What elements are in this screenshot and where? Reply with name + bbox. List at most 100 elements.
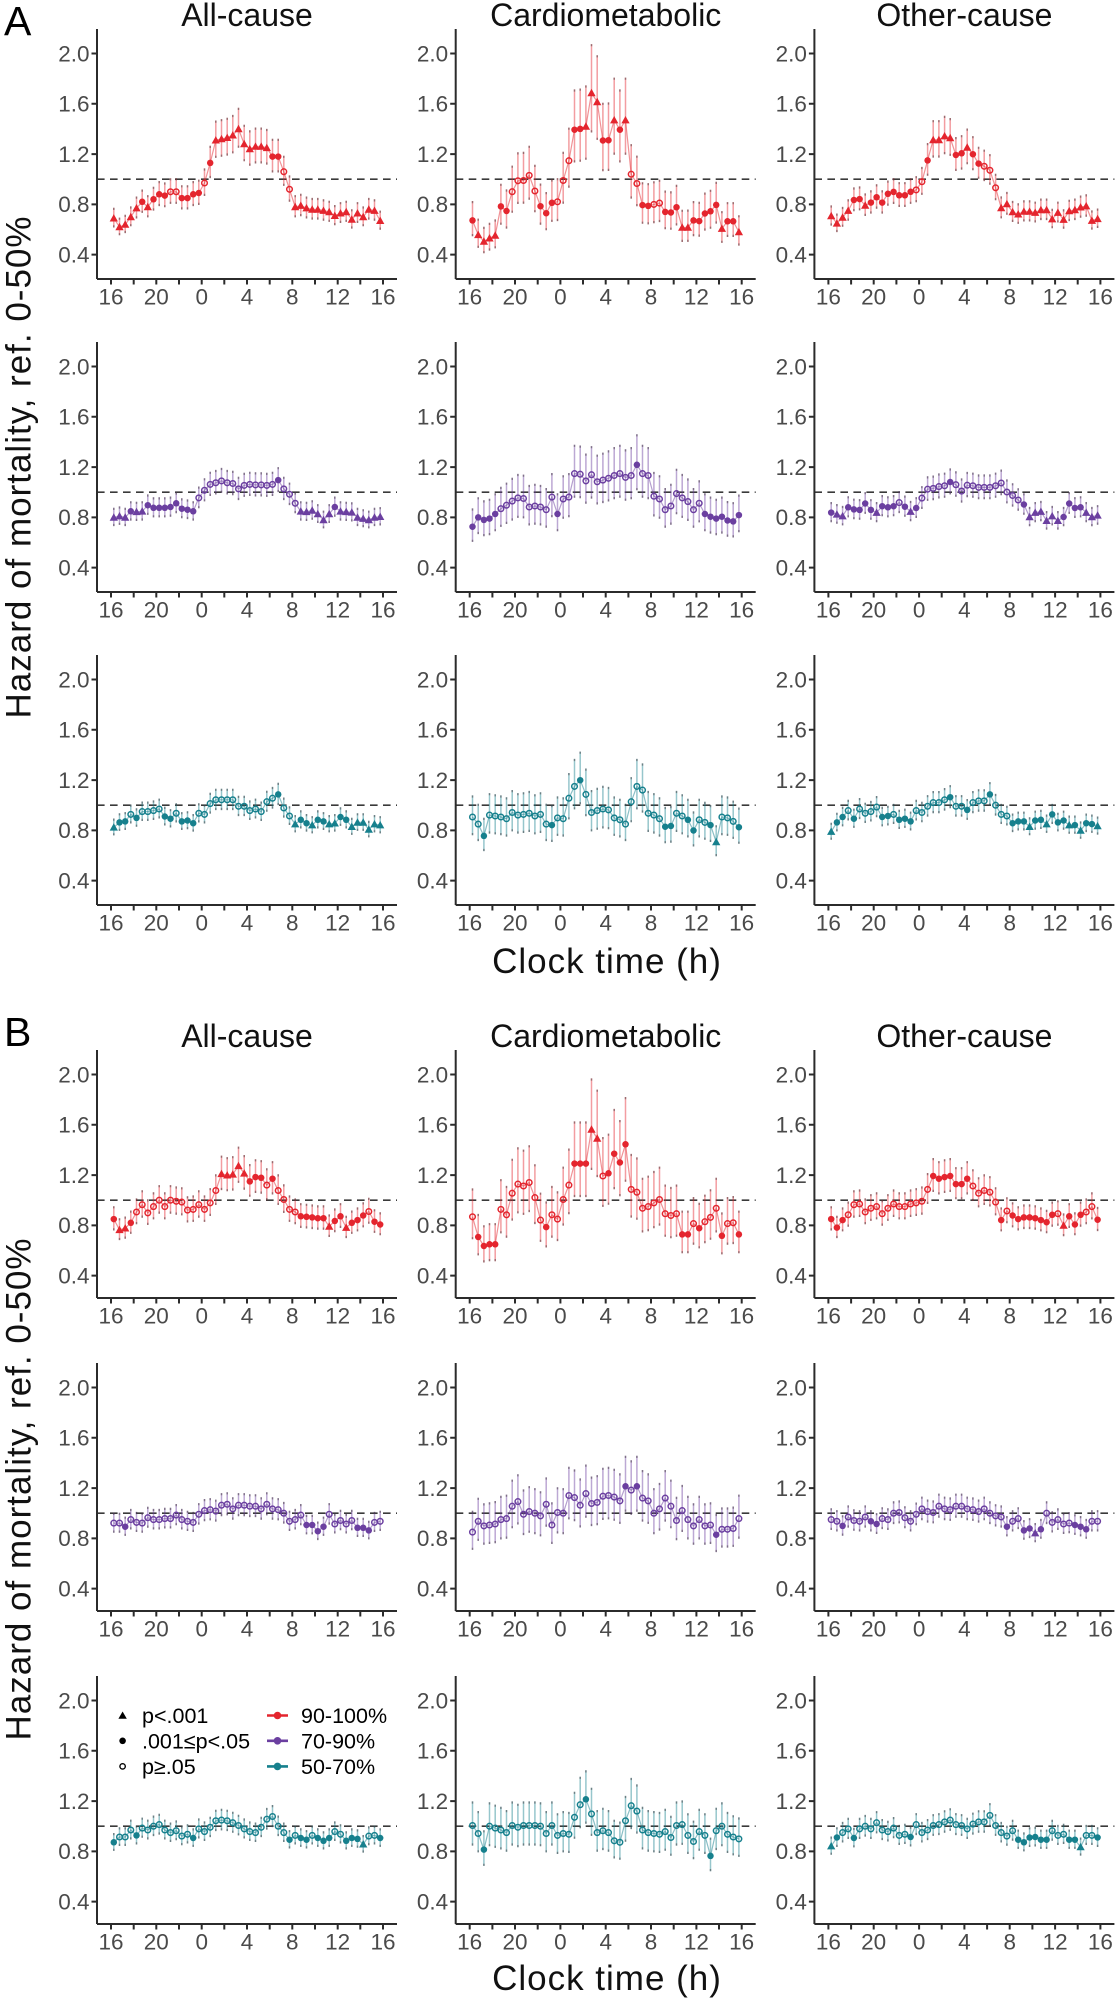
svg-text:0: 0 <box>554 1304 567 1329</box>
svg-text:20: 20 <box>861 1930 886 1955</box>
svg-text:0: 0 <box>195 911 208 936</box>
svg-text:4: 4 <box>599 911 612 936</box>
svg-text:16: 16 <box>729 911 754 936</box>
svg-text:2.0: 2.0 <box>776 1062 807 1087</box>
svg-text:0.8: 0.8 <box>776 818 807 843</box>
svg-text:50-70%: 50-70% <box>301 1755 375 1779</box>
svg-text:12: 12 <box>1043 911 1068 936</box>
svg-text:2.0: 2.0 <box>776 41 807 66</box>
svg-text:0.8: 0.8 <box>417 818 448 843</box>
svg-text:12: 12 <box>325 285 350 310</box>
svg-text:16: 16 <box>370 1930 395 1955</box>
svg-text:0.8: 0.8 <box>58 1839 89 1864</box>
svg-text:1.6: 1.6 <box>776 1113 807 1138</box>
svg-text:16: 16 <box>1088 1930 1113 1955</box>
svg-text:8: 8 <box>1003 1930 1016 1955</box>
svg-text:16: 16 <box>816 1617 841 1642</box>
svg-text:1.6: 1.6 <box>776 92 807 117</box>
svg-text:0.4: 0.4 <box>776 868 807 893</box>
svg-text:20: 20 <box>144 1930 169 1955</box>
svg-text:1.2: 1.2 <box>776 1789 807 1814</box>
svg-text:2.0: 2.0 <box>417 354 448 379</box>
svg-text:1.2: 1.2 <box>417 142 448 167</box>
svg-text:16: 16 <box>370 911 395 936</box>
svg-text:8: 8 <box>1003 598 1016 623</box>
svg-text:1.2: 1.2 <box>776 142 807 167</box>
svg-text:20: 20 <box>502 1930 527 1955</box>
svg-text:2.0: 2.0 <box>417 1375 448 1400</box>
svg-text:4: 4 <box>958 285 971 310</box>
svg-text:12: 12 <box>684 285 709 310</box>
svg-text:1.6: 1.6 <box>776 718 807 743</box>
svg-text:0.8: 0.8 <box>58 1526 89 1551</box>
svg-text:0.4: 0.4 <box>776 1263 807 1288</box>
svg-text:0.8: 0.8 <box>776 1526 807 1551</box>
svg-text:1.2: 1.2 <box>417 1163 448 1188</box>
svg-text:8: 8 <box>645 598 658 623</box>
svg-text:4: 4 <box>958 1617 971 1642</box>
svg-text:16: 16 <box>729 1930 754 1955</box>
svg-text:12: 12 <box>325 598 350 623</box>
svg-text:16: 16 <box>816 911 841 936</box>
svg-text:16: 16 <box>729 598 754 623</box>
svg-text:0.4: 0.4 <box>58 1889 89 1914</box>
svg-text:All-cause: All-cause <box>181 1018 313 1054</box>
svg-text:8: 8 <box>286 1930 299 1955</box>
svg-text:20: 20 <box>144 598 169 623</box>
svg-text:8: 8 <box>286 598 299 623</box>
svg-text:1.6: 1.6 <box>58 718 89 743</box>
svg-text:20: 20 <box>861 1617 886 1642</box>
svg-text:A: A <box>4 0 32 44</box>
svg-text:Other-cause: Other-cause <box>876 1018 1052 1054</box>
svg-text:2.0: 2.0 <box>417 667 448 692</box>
svg-text:0: 0 <box>195 1304 208 1329</box>
svg-text:8: 8 <box>286 1617 299 1642</box>
svg-text:0.8: 0.8 <box>776 505 807 530</box>
svg-text:16: 16 <box>98 911 123 936</box>
svg-text:8: 8 <box>1003 1304 1016 1329</box>
svg-text:8: 8 <box>1003 911 1016 936</box>
svg-text:8: 8 <box>1003 1617 1016 1642</box>
svg-text:2.0: 2.0 <box>776 1375 807 1400</box>
svg-text:20: 20 <box>502 598 527 623</box>
svg-text:0.4: 0.4 <box>417 555 448 580</box>
svg-text:0.4: 0.4 <box>417 868 448 893</box>
svg-text:2.0: 2.0 <box>58 1062 89 1087</box>
svg-text:4: 4 <box>241 598 254 623</box>
svg-text:16: 16 <box>1088 285 1113 310</box>
svg-text:0.8: 0.8 <box>776 192 807 217</box>
svg-text:16: 16 <box>98 285 123 310</box>
svg-text:16: 16 <box>370 598 395 623</box>
svg-text:4: 4 <box>241 1930 254 1955</box>
svg-text:16: 16 <box>816 1930 841 1955</box>
svg-text:16: 16 <box>729 1617 754 1642</box>
svg-text:0.4: 0.4 <box>58 1576 89 1601</box>
svg-text:0.8: 0.8 <box>417 192 448 217</box>
svg-text:.001≤p<.05: .001≤p<.05 <box>142 1729 250 1753</box>
svg-text:1.6: 1.6 <box>417 718 448 743</box>
svg-text:12: 12 <box>325 1930 350 1955</box>
svg-text:1.2: 1.2 <box>417 768 448 793</box>
svg-text:12: 12 <box>684 598 709 623</box>
svg-text:4: 4 <box>958 911 971 936</box>
svg-text:0.8: 0.8 <box>417 1526 448 1551</box>
svg-text:0.8: 0.8 <box>417 505 448 530</box>
svg-text:0.4: 0.4 <box>417 242 448 267</box>
svg-text:20: 20 <box>144 1304 169 1329</box>
svg-text:1.2: 1.2 <box>417 1789 448 1814</box>
svg-text:1.6: 1.6 <box>417 405 448 430</box>
svg-text:1.6: 1.6 <box>58 92 89 117</box>
svg-text:0.4: 0.4 <box>417 1263 448 1288</box>
svg-text:0.4: 0.4 <box>58 1263 89 1288</box>
svg-text:20: 20 <box>502 1304 527 1329</box>
svg-text:2.0: 2.0 <box>417 1062 448 1087</box>
svg-text:0.8: 0.8 <box>417 1839 448 1864</box>
svg-text:0: 0 <box>554 1930 567 1955</box>
svg-text:1.2: 1.2 <box>58 768 89 793</box>
svg-text:2.0: 2.0 <box>58 1688 89 1713</box>
svg-text:4: 4 <box>958 1304 971 1329</box>
svg-text:16: 16 <box>457 1930 482 1955</box>
svg-text:20: 20 <box>502 911 527 936</box>
svg-text:0.4: 0.4 <box>776 1889 807 1914</box>
svg-text:12: 12 <box>684 1304 709 1329</box>
